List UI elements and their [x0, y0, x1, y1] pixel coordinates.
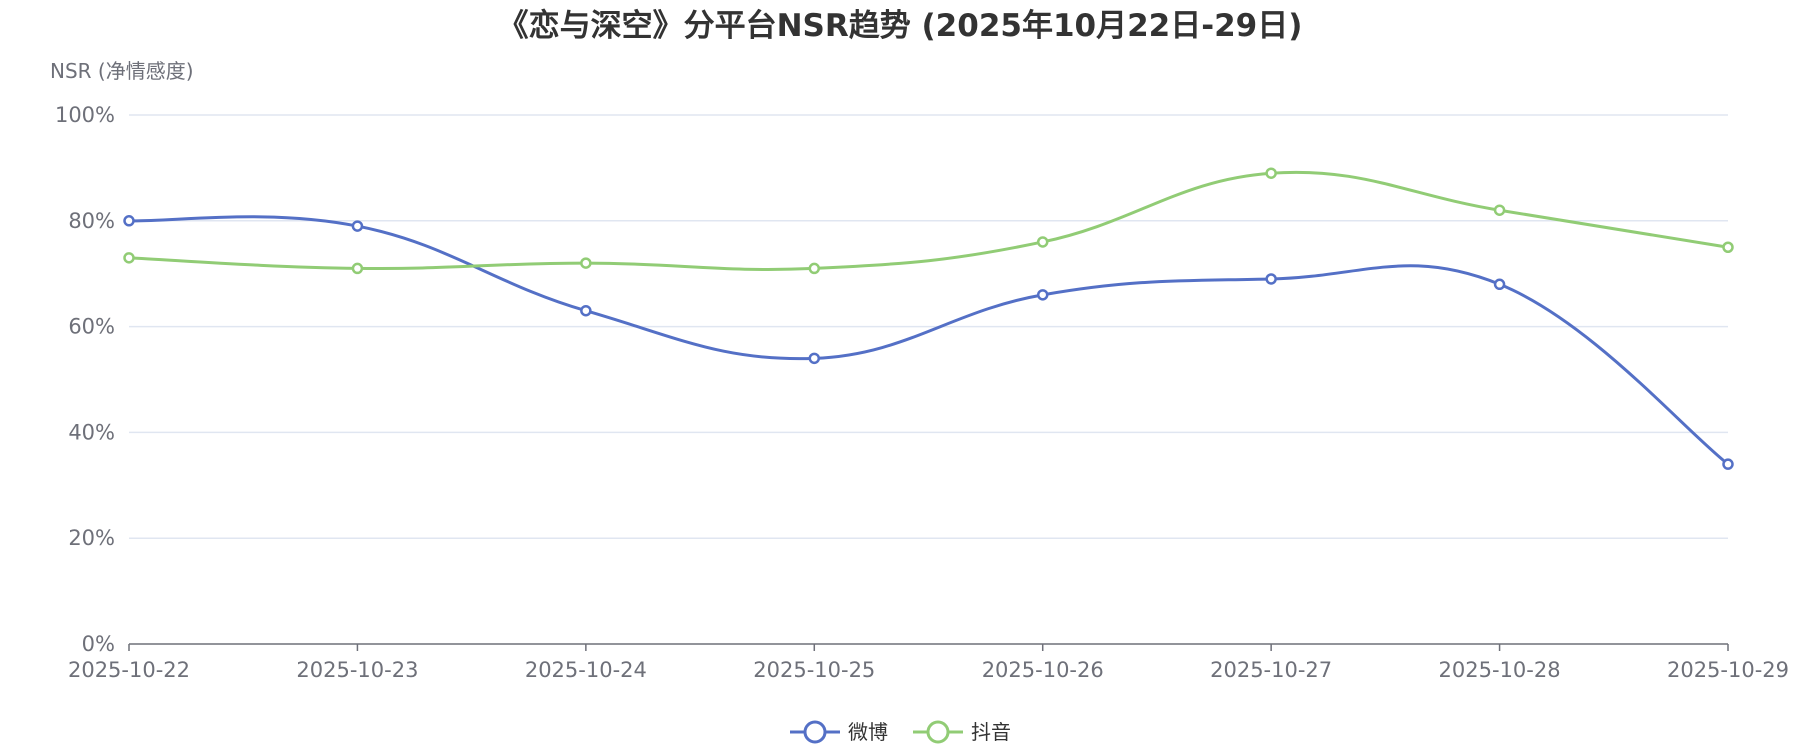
- x-tick-label: 2025-10-26: [982, 658, 1104, 682]
- legend-marker: [926, 720, 950, 744]
- data-point[interactable]: [580, 304, 592, 317]
- data-point[interactable]: [1493, 278, 1506, 291]
- grid: [129, 114, 1728, 539]
- legend[interactable]: 微博 抖音: [790, 720, 1011, 744]
- series-line: [128, 170, 1729, 271]
- x-tick-label: 2025-10-24: [525, 658, 647, 682]
- y-tick-label: 0%: [82, 632, 115, 656]
- data-point[interactable]: [123, 252, 135, 264]
- x-tick-label: 2025-10-23: [296, 658, 418, 682]
- legend-item[interactable]: 微博: [790, 720, 888, 744]
- x-tick-label: 2025-10-22: [68, 658, 190, 682]
- data-point[interactable]: [1036, 289, 1049, 301]
- series-1: [123, 215, 1734, 470]
- x-tick-label: 2025-10-25: [753, 658, 875, 682]
- data-point[interactable]: [123, 215, 135, 227]
- y-tick-label: 60%: [68, 315, 115, 339]
- data-point[interactable]: [1722, 458, 1734, 470]
- series-2: [123, 167, 1734, 275]
- data-point[interactable]: [351, 262, 364, 275]
- data-point[interactable]: [808, 352, 821, 365]
- data-point[interactable]: [1036, 236, 1049, 248]
- legend-label: 微博: [848, 720, 888, 744]
- data-point[interactable]: [1722, 241, 1734, 253]
- data-point[interactable]: [1265, 167, 1277, 179]
- series: [123, 167, 1734, 470]
- x-tick-label: 2025-10-29: [1667, 658, 1789, 682]
- x-tick-label: 2025-10-27: [1210, 658, 1332, 682]
- x-tick-label: 2025-10-28: [1439, 658, 1561, 682]
- chart-title: 《恋与深空》分平台NSR趋势 (2025年10月22日-29日): [498, 8, 1303, 44]
- y-tick-label: 40%: [68, 420, 115, 444]
- x-axis-ticks: 2025-10-22 2025-10-23 2025-10-24 2025-10-25…: [68, 658, 1789, 682]
- y-axis-label: NSR (净情感度): [50, 59, 194, 83]
- x-axis: [128, 643, 1729, 651]
- legend-label: 抖音: [971, 720, 1011, 744]
- y-tick-label: 100%: [55, 103, 115, 127]
- legend-marker: [803, 720, 827, 744]
- data-point[interactable]: [1265, 273, 1277, 285]
- y-axis-ticks: 0% 20% 40% 60% 80% 100%: [55, 103, 115, 656]
- y-tick-label: 80%: [68, 209, 115, 233]
- data-point[interactable]: [351, 220, 364, 232]
- data-point[interactable]: [580, 257, 592, 269]
- legend-item[interactable]: 抖音: [913, 720, 1011, 744]
- data-point[interactable]: [808, 262, 821, 275]
- data-point[interactable]: [1493, 204, 1506, 216]
- series-line: [128, 215, 1729, 466]
- y-tick-label: 20%: [68, 526, 115, 550]
